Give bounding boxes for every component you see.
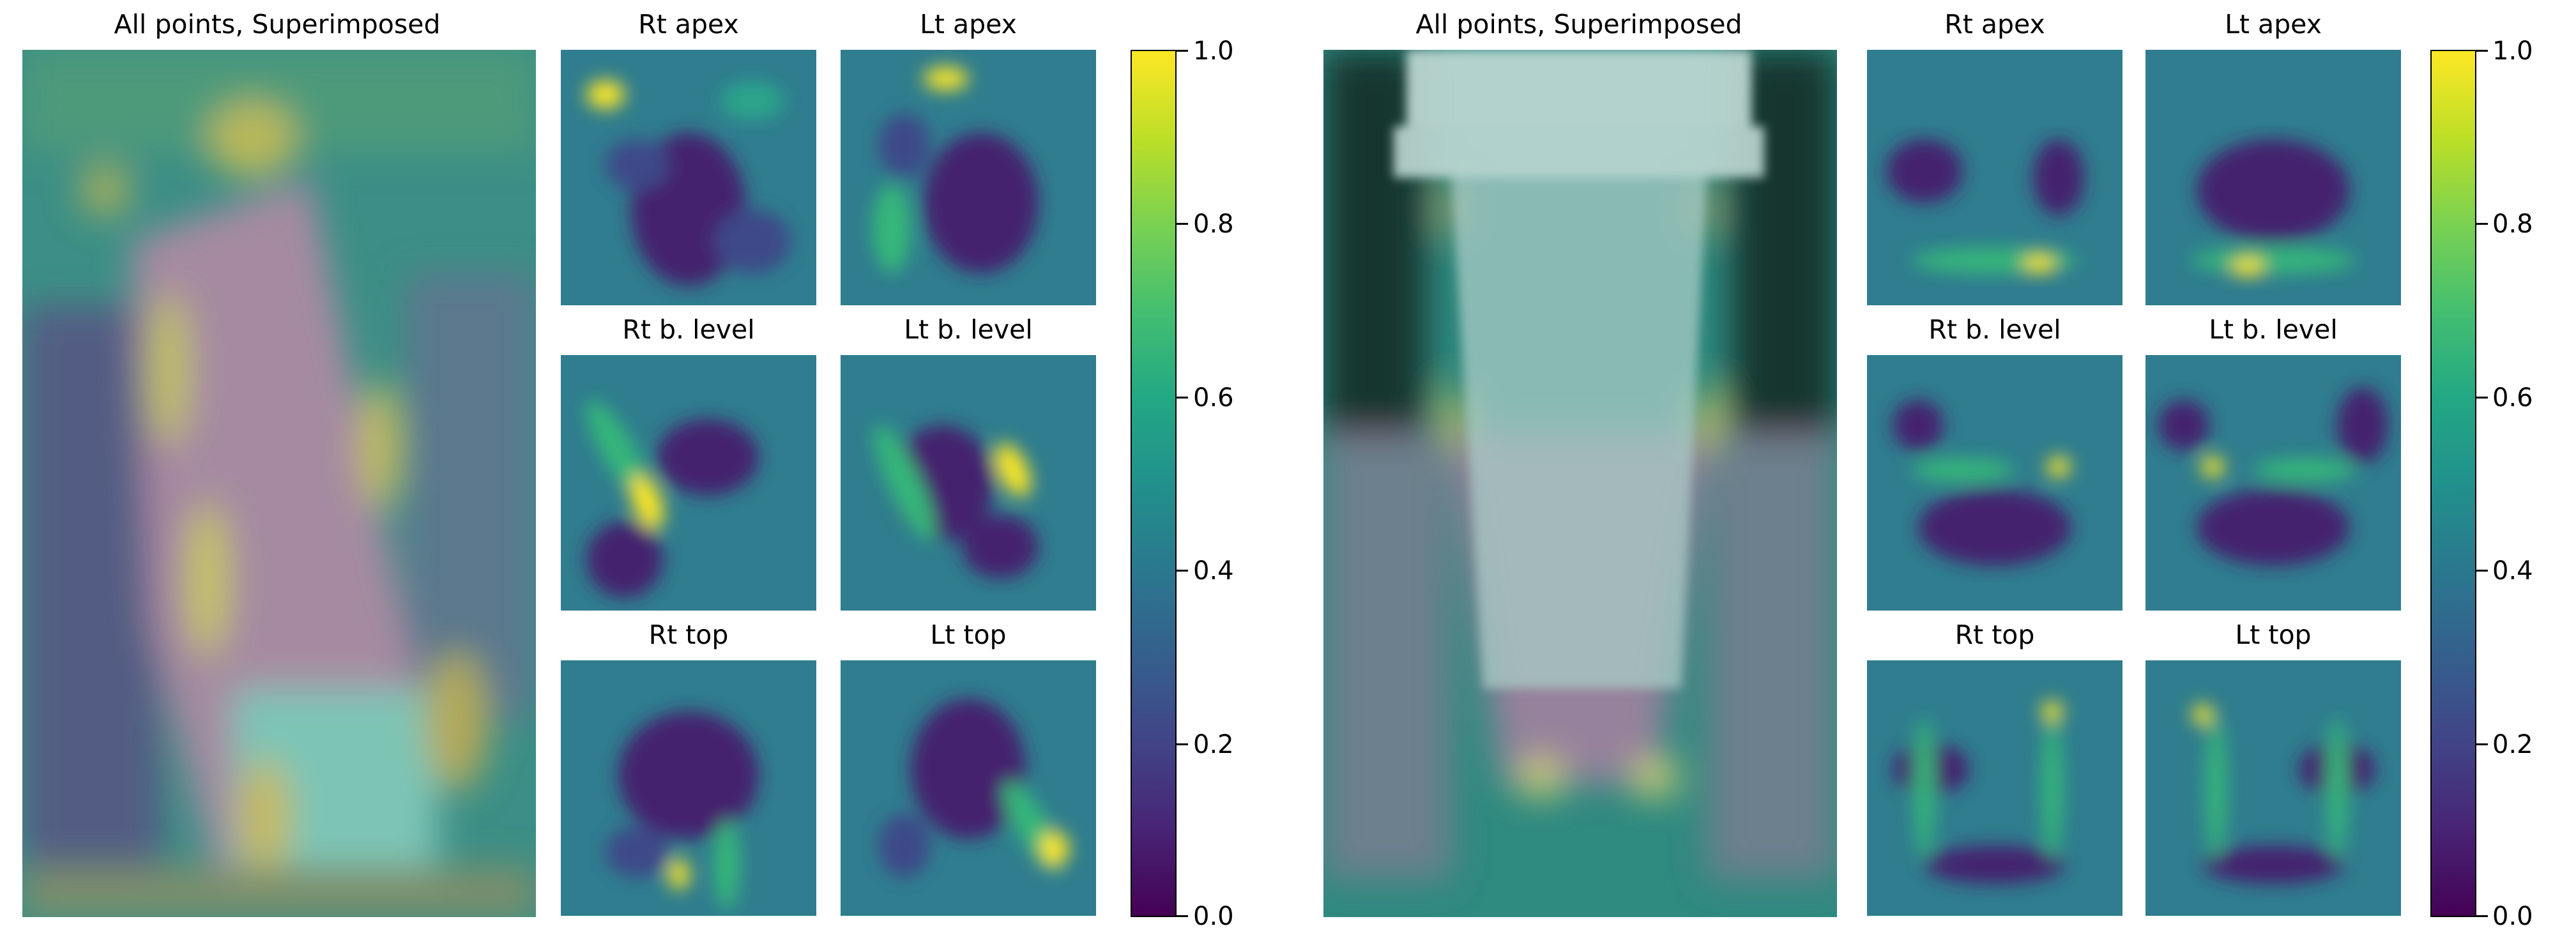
right-heatmap-lt-apex [2145,50,2401,305]
left-colorbar-tick-label: 0.0 [1193,902,1234,931]
right-colorbar-tick-label: 0.0 [2492,902,2533,931]
left-colorbar [1131,50,1177,917]
right-superimposed-image [1323,50,1837,917]
right-colorbar-tick-label: 0.2 [2492,730,2533,759]
left-thumb-title-rt-top: Rt top [648,619,729,650]
right-heatmap-lt-b-level [2145,355,2401,611]
left-colorbar-tick-label: 0.2 [1193,730,1234,759]
right-main-title: All points, Superimposed [1415,9,1742,40]
right-thumb-title-rt-top: Rt top [1955,619,2035,650]
left-thumb-title-lt-b-level: Lt b. level [904,314,1033,345]
left-colorbar-tick-label: 1.0 [1193,36,1234,66]
left-thumb-title-lt-apex: Lt apex [920,9,1017,40]
left-colorbar-tick-label: 0.6 [1193,383,1234,413]
left-heatmap-rt-top [561,660,816,916]
left-colorbar-tick-label: 0.8 [1193,209,1234,239]
right-colorbar-tick-label: 0.8 [2492,209,2533,239]
right-tick-mark [2476,223,2488,225]
right-tick-mark [2476,915,2488,917]
left-tick-mark [1177,397,1188,399]
right-tick-mark [2476,570,2488,572]
left-heatmap-lt-apex [841,50,1096,305]
right-figure: All points, Superimposed [1288,0,2576,942]
right-colorbar [2430,50,2476,917]
left-tick-mark [1177,223,1188,225]
left-tick-mark [1177,915,1188,917]
right-thumb-title-rt-apex: Rt apex [1944,9,2045,40]
right-tick-mark [2476,397,2488,399]
right-colorbar-tick-label: 0.6 [2492,383,2533,413]
right-heatmap-rt-top [1867,660,2123,916]
left-thumb-title-rt-b-level: Rt b. level [622,314,755,345]
left-figure: All points, Superimposed Rt apex [22,9,1234,931]
right-heatmap-rt-apex [1867,50,2123,305]
left-heatmap-rt-apex [561,50,816,305]
right-heatmap-lt-top [2145,660,2401,916]
left-heatmap-lt-top [841,660,1096,916]
right-colorbar-tick-label: 1.0 [2492,36,2533,66]
left-tick-mark [1177,743,1188,745]
left-tick-mark [1177,570,1188,572]
left-heatmap-rt-b-level [561,355,816,611]
right-heatmap-rt-b-level [1867,355,2123,611]
left-colorbar-tick-label: 0.4 [1193,556,1234,586]
right-tick-mark [2476,50,2488,52]
right-tick-mark [2476,743,2488,745]
right-thumb-title-lt-top: Lt top [2235,619,2312,650]
right-colorbar-tick-label: 0.4 [2492,556,2533,586]
left-superimposed-image [22,50,536,917]
right-thumb-title-lt-b-level: Lt b. level [2209,314,2338,345]
left-heatmap-lt-b-level [841,355,1096,611]
left-thumb-title-rt-apex: Rt apex [638,9,739,40]
right-thumb-title-rt-b-level: Rt b. level [1928,314,2061,345]
right-thumb-title-lt-apex: Lt apex [2225,9,2322,40]
left-thumb-title-lt-top: Lt top [930,619,1007,650]
left-main-title: All points, Superimposed [114,9,441,40]
left-tick-mark [1177,50,1188,52]
